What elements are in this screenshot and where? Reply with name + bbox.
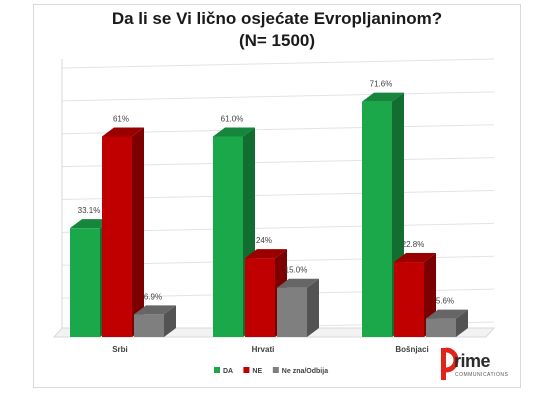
legend-label: NE: [252, 368, 262, 375]
data-label: 6.9%: [144, 292, 162, 301]
bar-top: [426, 309, 468, 319]
gridline: [61, 91, 495, 102]
logo-subtext: COMMUNICATIONS: [455, 372, 509, 378]
bar-da-hrvati: [213, 136, 243, 337]
data-label: 33.1%: [78, 206, 101, 215]
bar-neznaodbija-hrvati: [277, 287, 307, 337]
data-label: 61%: [113, 114, 129, 123]
bar-ne-hrvati: [245, 258, 275, 337]
category-label: Hrvati: [252, 345, 275, 354]
bar-ne-bošnjaci: [394, 262, 424, 337]
category-label: Srbi: [112, 345, 128, 354]
data-label: 61.0%: [221, 114, 244, 123]
chart-title-line1: Da li se Vi lično osjećate Evropljaninom…: [111, 9, 443, 28]
bar-top: [277, 278, 319, 288]
bar-neznaodbija-bošnjaci: [426, 318, 456, 337]
legend-label: Ne zna/Odbija: [282, 368, 328, 375]
bar-da-srbi: [70, 228, 100, 337]
bar-top: [70, 219, 112, 229]
logo-text: rime: [454, 351, 491, 371]
legend-swatch: [214, 367, 220, 373]
bar-side: [132, 127, 144, 338]
bar-da-bošnjaci: [362, 101, 392, 338]
data-label: 22.8%: [402, 240, 425, 249]
bar-top: [362, 92, 404, 102]
prime-logo-icon: [441, 347, 459, 380]
legend-swatch: [243, 367, 250, 373]
bar-top: [213, 127, 255, 137]
chart-title: Da li se Vi lično osjećate Evropljaninom…: [33, 8, 521, 52]
chart-title-line2: (N= 1500): [238, 31, 316, 50]
bar-ne-srbi: [102, 136, 132, 337]
bar-top: [394, 253, 436, 263]
data-label: 24%: [256, 236, 272, 245]
gridline: [61, 58, 495, 69]
bar-neznaodbija-srbi: [134, 314, 164, 337]
category-label: Bošnjaci: [395, 345, 428, 354]
data-label: 15.0%: [285, 266, 308, 275]
bar-side: [456, 309, 468, 337]
data-label: 5.6%: [436, 297, 454, 306]
bar-side: [164, 305, 176, 337]
legend-swatch: [272, 367, 279, 373]
legend-label: DA: [223, 368, 233, 375]
data-label: 71.6%: [370, 80, 393, 89]
bar-top: [134, 305, 176, 315]
bar-side: [307, 278, 319, 337]
bar-top: [102, 127, 144, 137]
bar-top: [245, 249, 287, 259]
